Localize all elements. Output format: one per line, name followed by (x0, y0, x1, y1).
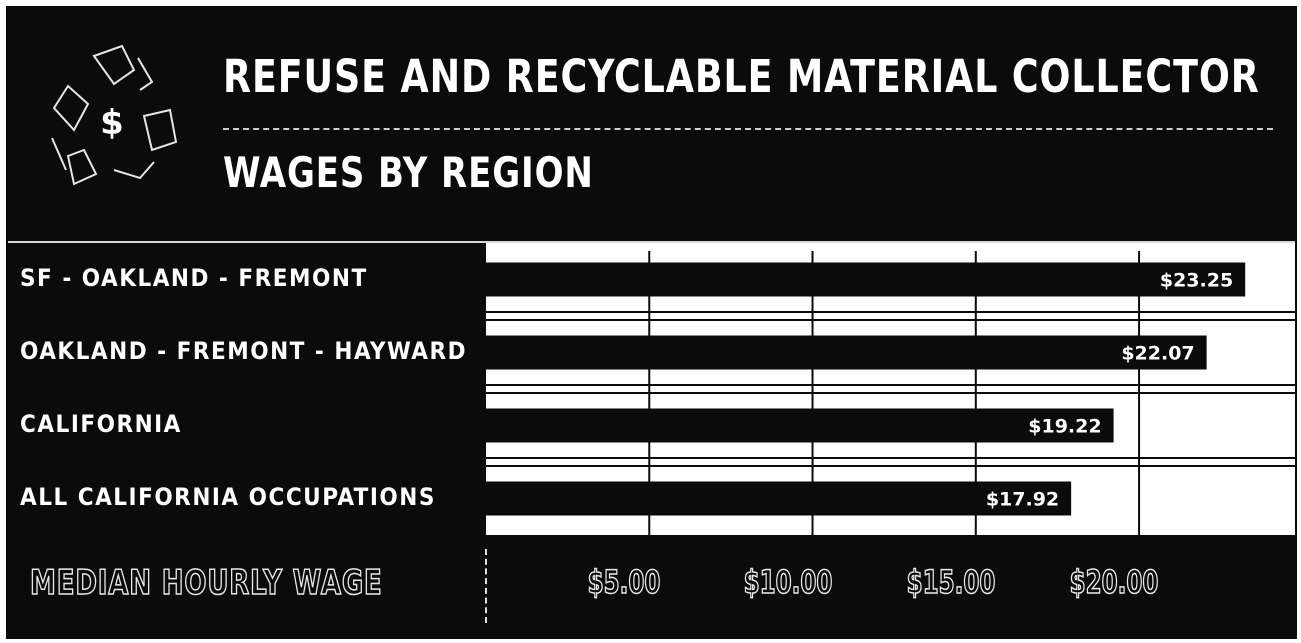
logo-dollar-sign: $ (100, 103, 124, 143)
bar-value-label-2: $19.22 (1028, 416, 1101, 438)
category-label-3: ALL CALIFORNIA OCCUPATIONS (20, 482, 436, 511)
chart-subtitle: WAGES BY REGION (223, 148, 594, 197)
x-tick-label-0: $5.00 (587, 562, 661, 602)
category-label-0: SF - OAKLAND - FREMONT (20, 263, 368, 292)
x-tick-label-3: $20.00 (1069, 562, 1159, 602)
bar-value-label-0: $23.25 (1160, 270, 1233, 292)
bar-chart: $23.25 $22.07 $19.22 $17.92 (486, 251, 1295, 535)
bar-0 (486, 262, 1246, 297)
footer-divider (485, 549, 487, 623)
header: $ REFUSE AND RECYCLABLE MATERIAL COLLECT… (8, 8, 1295, 241)
recycle-dollar-icon: $ (51, 44, 178, 186)
plot-area: $23.25 $22.07 $19.22 $17.92 (486, 243, 1295, 535)
x-tick-label-2: $15.00 (906, 562, 996, 602)
chart-title: REFUSE AND RECYCLABLE MATERIAL COLLECTOR (223, 50, 1260, 103)
bar-1 (486, 335, 1207, 370)
bar-value-label-3: $17.92 (986, 489, 1059, 511)
category-label-1: OAKLAND - FREMONT - HAYWARD (20, 336, 468, 365)
category-label-2: CALIFORNIA (20, 409, 182, 438)
bar-2 (486, 408, 1114, 443)
title-divider (223, 128, 1273, 130)
bar-3 (486, 481, 1072, 516)
x-tick-label-1: $10.00 (742, 562, 832, 602)
category-labels: SF - OAKLAND - FREMONT OAKLAND - FREMONT … (8, 243, 486, 535)
axis-footer: MEDIAN HOURLY WAGE $5.00 $10.00 $15.00 $20.… (8, 535, 1295, 637)
infographic-frame: $ REFUSE AND RECYCLABLE MATERIAL COLLECT… (6, 6, 1297, 639)
bar-value-label-1: $22.07 (1121, 343, 1194, 365)
header-separator (8, 241, 1295, 243)
x-axis-title: MEDIAN HOURLY WAGE (29, 562, 383, 604)
